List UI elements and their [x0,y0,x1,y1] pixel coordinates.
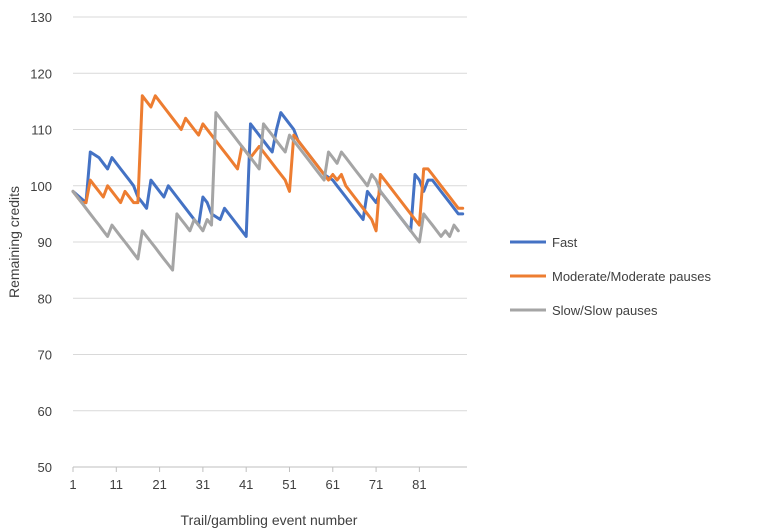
y-tick-label: 130 [30,10,52,25]
x-tick-label: 81 [412,477,426,492]
series-line-1 [71,94,465,233]
y-axis-ticks: 50 60 70 80 90 100 110 120 130 [30,10,52,475]
legend: Fast Moderate/Moderate pauses Slow/Slow pa… [510,235,711,318]
y-tick-label: 60 [38,404,52,419]
gridlines [73,16,467,468]
y-tick-label: 50 [38,460,52,475]
y-tick-label: 70 [38,348,52,363]
legend-label: Moderate/Moderate pauses [552,269,711,284]
x-tick-label: 31 [196,477,210,492]
x-tick-label: 51 [282,477,296,492]
y-tick-label: 90 [38,235,52,250]
y-axis-label: Remaining credits [6,186,22,298]
legend-label: Slow/Slow pauses [552,303,658,318]
series-lines [71,94,465,272]
x-tick-label: 21 [152,477,166,492]
x-tick-label: 11 [110,477,124,492]
series-line-2 [71,111,460,272]
legend-label: Fast [552,235,578,250]
x-tick-label: 71 [369,477,383,492]
x-tick-label: 61 [326,477,340,492]
x-axis-ticks: 1 11 21 31 41 51 61 71 81 [69,467,427,492]
y-tick-label: 110 [31,123,52,138]
y-tick-label: 80 [38,291,52,306]
x-tick-label: 1 [69,477,76,492]
y-tick-label: 120 [30,66,52,81]
x-tick-label: 41 [239,477,253,492]
y-tick-label: 100 [30,179,52,194]
x-axis-label: Trail/gambling event number [181,512,358,528]
